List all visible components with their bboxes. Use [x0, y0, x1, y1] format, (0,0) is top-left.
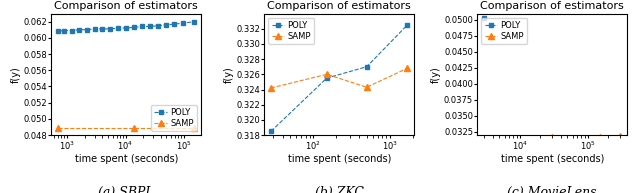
Line: SAMP: SAMP [549, 133, 623, 140]
Y-axis label: f(y): f(y) [431, 66, 441, 83]
Line: POLY: POLY [269, 23, 410, 133]
SAMP [596, 135, 604, 138]
POLY [106, 28, 114, 30]
POLY [75, 29, 83, 31]
SAMP [54, 127, 62, 129]
Line: SAMP: SAMP [55, 125, 197, 131]
Title: Comparison of estimators: Comparison of estimators [268, 1, 411, 11]
Legend: POLY, SAMP: POLY, SAMP [268, 18, 314, 44]
POLY [163, 24, 170, 26]
SAMP [616, 135, 624, 137]
SAMP [323, 73, 331, 75]
POLY [404, 24, 412, 26]
Legend: POLY, SAMP: POLY, SAMP [151, 105, 197, 131]
POLY [323, 77, 331, 79]
Text: (a) SBPL: (a) SBPL [99, 186, 154, 193]
Y-axis label: f(y): f(y) [223, 66, 234, 83]
SAMP [548, 135, 556, 138]
POLY [154, 25, 162, 27]
SAMP [404, 67, 412, 69]
POLY [83, 29, 91, 31]
Y-axis label: f(y): f(y) [10, 66, 20, 83]
POLY [191, 20, 198, 23]
POLY [122, 27, 129, 29]
SAMP [267, 87, 275, 89]
POLY [131, 26, 138, 28]
POLY [54, 30, 62, 32]
POLY [61, 29, 68, 32]
Title: Comparison of estimators: Comparison of estimators [481, 1, 624, 11]
POLY [267, 130, 275, 132]
Text: (c) MovieLens: (c) MovieLens [508, 186, 597, 193]
SAMP [131, 127, 138, 129]
POLY [115, 27, 122, 29]
POLY [363, 66, 371, 68]
Text: (b) ZKC: (b) ZKC [315, 186, 364, 193]
POLY [99, 28, 106, 30]
POLY [68, 29, 76, 32]
Line: POLY: POLY [56, 19, 196, 33]
POLY [146, 25, 154, 28]
Line: SAMP: SAMP [268, 65, 410, 91]
POLY [91, 28, 99, 30]
Legend: POLY, SAMP: POLY, SAMP [481, 18, 527, 44]
POLY [179, 22, 187, 24]
POLY [138, 25, 146, 28]
SAMP [191, 127, 198, 129]
Title: Comparison of estimators: Comparison of estimators [54, 1, 198, 11]
POLY [170, 23, 178, 25]
SAMP [363, 86, 371, 88]
X-axis label: time spent (seconds): time spent (seconds) [74, 154, 178, 164]
X-axis label: time spent (seconds): time spent (seconds) [287, 154, 391, 164]
X-axis label: time spent (seconds): time spent (seconds) [500, 154, 604, 164]
